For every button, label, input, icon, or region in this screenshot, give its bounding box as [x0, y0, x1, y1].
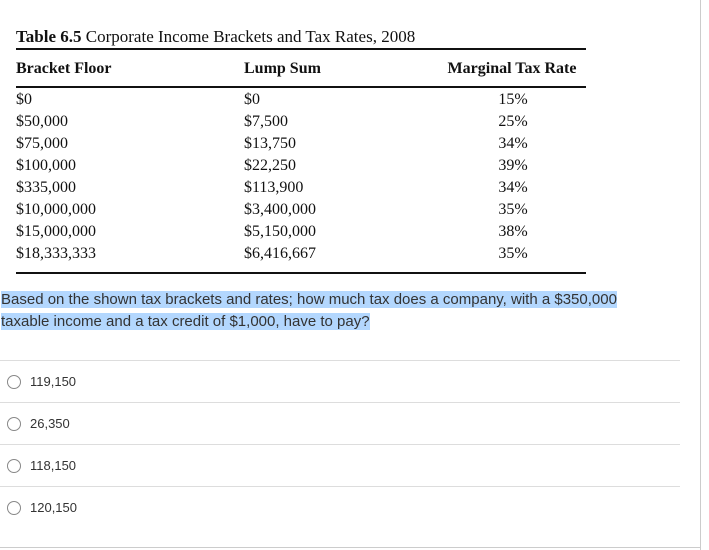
table-cell: $5,150,000 [244, 223, 316, 240]
table-cell: $0 [16, 91, 32, 108]
border [0, 547, 701, 548]
table-cell: $22,250 [244, 157, 296, 174]
border [700, 0, 701, 550]
option-label: 119,150 [30, 374, 77, 389]
rule [16, 48, 586, 50]
radio-button[interactable] [7, 417, 21, 431]
table-cell: $113,900 [244, 179, 304, 196]
table-caption: Table 6.5 Corporate Income Brackets and … [16, 27, 415, 47]
option[interactable]: 120,150 [0, 486, 680, 529]
table-label: Table 6.5 [16, 27, 82, 46]
table-cell: 39% [498, 157, 528, 174]
table-cell: 35% [498, 245, 528, 262]
radio-button[interactable] [7, 459, 21, 473]
table-cell: $7,500 [244, 113, 288, 130]
table-cell: $3,400,000 [244, 201, 316, 218]
table-cell: 25% [498, 113, 528, 130]
table-cell: $13,750 [244, 135, 296, 152]
table-cell: 34% [498, 179, 528, 196]
option-label: 120,150 [30, 500, 77, 515]
table-cell: 38% [498, 223, 528, 240]
radio-button[interactable] [7, 375, 21, 389]
column-header: Bracket Floor [16, 60, 112, 77]
option-label: 118,150 [30, 458, 77, 473]
table-cell: $100,000 [16, 157, 76, 174]
table-cell: $18,333,333 [16, 245, 96, 262]
table-cell: 35% [498, 201, 528, 218]
table-cell: $10,000,000 [16, 201, 96, 218]
rule [16, 272, 586, 274]
table-cell: $50,000 [16, 113, 68, 130]
table-title: Corporate Income Brackets and Tax Rates,… [85, 27, 416, 46]
table-cell: $15,000,000 [16, 223, 96, 240]
table-cell: $75,000 [16, 135, 68, 152]
table-cell: $6,416,667 [244, 245, 316, 262]
column-header: Marginal Tax Rate [447, 60, 577, 77]
question-text: Based on the shown tax brackets and rate… [1, 291, 617, 330]
option[interactable]: 119,150 [0, 360, 680, 403]
option[interactable]: 118,150 [0, 444, 680, 487]
column-header: Lump Sum [244, 60, 321, 77]
table-cell: $335,000 [16, 179, 76, 196]
radio-button[interactable] [7, 501, 21, 515]
table-cell: 15% [498, 91, 528, 108]
option-label: 26,350 [30, 416, 70, 431]
table-cell: 34% [498, 135, 528, 152]
option[interactable]: 26,350 [0, 402, 680, 445]
question: Based on the shown tax brackets and rate… [1, 289, 661, 333]
rule [16, 86, 586, 88]
table-cell: $0 [244, 91, 260, 108]
